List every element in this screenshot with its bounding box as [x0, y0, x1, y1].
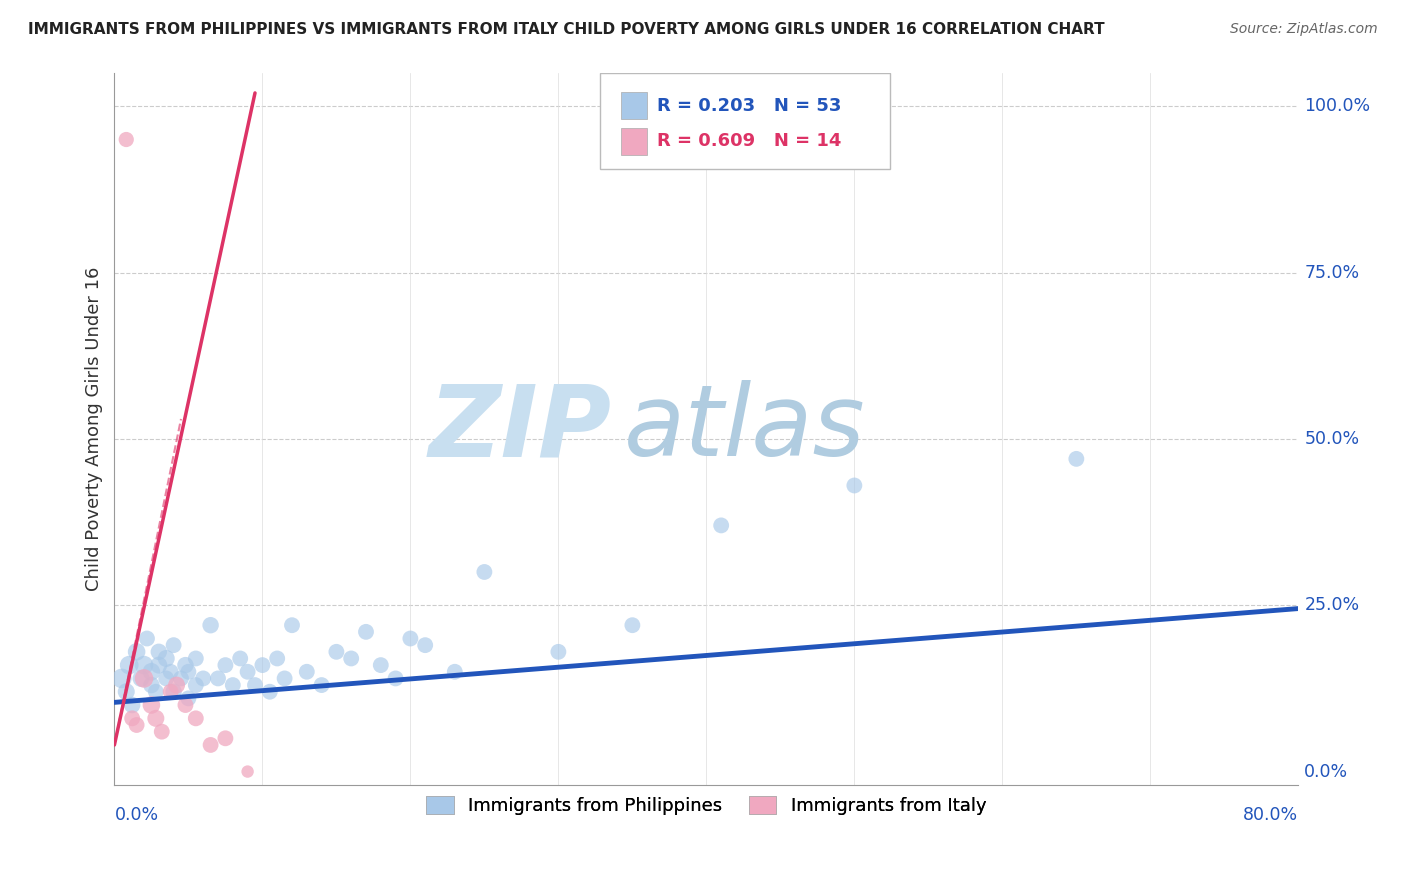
Text: R = 0.609   N = 14: R = 0.609 N = 14: [657, 132, 841, 150]
Point: [177, 691, 200, 706]
Point: [184, 651, 207, 665]
Point: [132, 672, 155, 686]
Point: [150, 724, 173, 739]
Text: 80.0%: 80.0%: [1243, 806, 1298, 824]
Point: [281, 618, 304, 632]
Point: [141, 678, 163, 692]
Point: [236, 764, 259, 779]
Point: [547, 645, 569, 659]
Point: [621, 618, 644, 632]
Text: 75.0%: 75.0%: [1305, 263, 1360, 282]
Point: [243, 678, 266, 692]
Point: [136, 632, 159, 646]
Text: Source: ZipAtlas.com: Source: ZipAtlas.com: [1230, 22, 1378, 37]
Point: [207, 672, 229, 686]
Point: [141, 665, 163, 679]
Point: [399, 632, 422, 646]
Point: [145, 684, 167, 698]
Text: atlas: atlas: [623, 380, 865, 477]
Point: [252, 658, 274, 673]
Point: [145, 711, 167, 725]
Point: [273, 672, 295, 686]
Point: [159, 684, 181, 698]
Point: [340, 651, 363, 665]
Point: [354, 624, 377, 639]
Point: [115, 684, 138, 698]
Text: IMMIGRANTS FROM PHILIPPINES VS IMMIGRANTS FROM ITALY CHILD POVERTY AMONG GIRLS U: IMMIGRANTS FROM PHILIPPINES VS IMMIGRANT…: [28, 22, 1105, 37]
Point: [155, 672, 177, 686]
Point: [844, 478, 866, 492]
Point: [222, 678, 245, 692]
Point: [125, 645, 148, 659]
Text: 0.0%: 0.0%: [114, 806, 159, 824]
Point: [295, 665, 318, 679]
Point: [200, 738, 222, 752]
Point: [443, 665, 465, 679]
Point: [325, 645, 347, 659]
Point: [710, 518, 733, 533]
Point: [193, 672, 215, 686]
Point: [132, 658, 155, 673]
Point: [177, 665, 200, 679]
Point: [1066, 451, 1088, 466]
Point: [115, 132, 138, 146]
Point: [214, 731, 236, 746]
Point: [155, 651, 177, 665]
Point: [121, 698, 143, 712]
Point: [111, 672, 134, 686]
Point: [148, 658, 170, 673]
Point: [174, 698, 197, 712]
Point: [129, 672, 152, 686]
Point: [174, 658, 197, 673]
FancyBboxPatch shape: [621, 93, 647, 120]
Point: [148, 645, 170, 659]
Point: [266, 651, 288, 665]
Y-axis label: Child Poverty Among Girls Under 16: Child Poverty Among Girls Under 16: [86, 267, 103, 591]
Point: [184, 678, 207, 692]
Point: [162, 638, 184, 652]
Text: 25.0%: 25.0%: [1305, 596, 1360, 615]
Text: 50.0%: 50.0%: [1305, 430, 1360, 448]
Point: [384, 672, 406, 686]
Point: [214, 658, 236, 673]
Point: [162, 684, 184, 698]
Point: [125, 718, 148, 732]
Text: 100.0%: 100.0%: [1305, 97, 1371, 115]
Point: [474, 565, 496, 579]
Point: [184, 711, 207, 725]
Point: [141, 698, 163, 712]
Point: [370, 658, 392, 673]
Point: [259, 684, 281, 698]
Point: [413, 638, 436, 652]
Point: [236, 665, 259, 679]
Point: [311, 678, 333, 692]
Text: R = 0.203   N = 53: R = 0.203 N = 53: [657, 97, 841, 115]
FancyBboxPatch shape: [621, 128, 647, 154]
Legend: Immigrants from Philippines, Immigrants from Italy: Immigrants from Philippines, Immigrants …: [419, 789, 994, 822]
Text: ZIP: ZIP: [429, 380, 612, 477]
Point: [159, 665, 181, 679]
Point: [229, 651, 252, 665]
Point: [200, 618, 222, 632]
Point: [121, 711, 143, 725]
Point: [170, 672, 193, 686]
FancyBboxPatch shape: [600, 73, 890, 169]
Point: [118, 658, 141, 673]
Point: [166, 678, 188, 692]
Text: 0.0%: 0.0%: [1305, 763, 1348, 780]
